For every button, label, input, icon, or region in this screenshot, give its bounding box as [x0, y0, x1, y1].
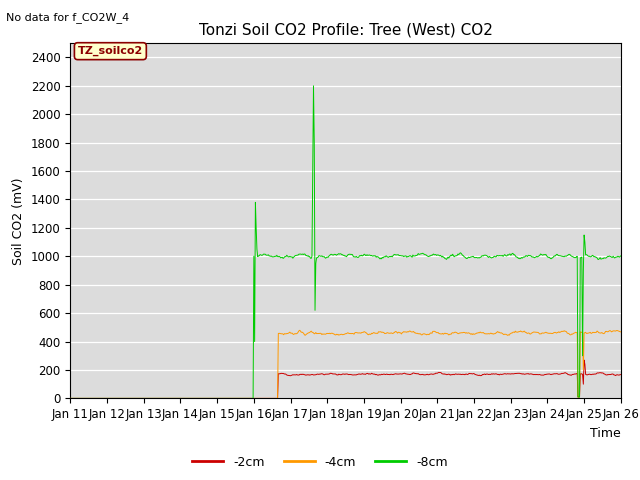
Y-axis label: Soil CO2 (mV): Soil CO2 (mV) — [12, 177, 26, 264]
X-axis label: Time: Time — [590, 427, 621, 440]
Legend: -2cm, -4cm, -8cm: -2cm, -4cm, -8cm — [187, 451, 453, 474]
Text: No data for f_CO2W_4: No data for f_CO2W_4 — [6, 12, 130, 23]
Text: TZ_soilco2: TZ_soilco2 — [77, 46, 143, 56]
Title: Tonzi Soil CO2 Profile: Tree (West) CO2: Tonzi Soil CO2 Profile: Tree (West) CO2 — [198, 23, 493, 38]
